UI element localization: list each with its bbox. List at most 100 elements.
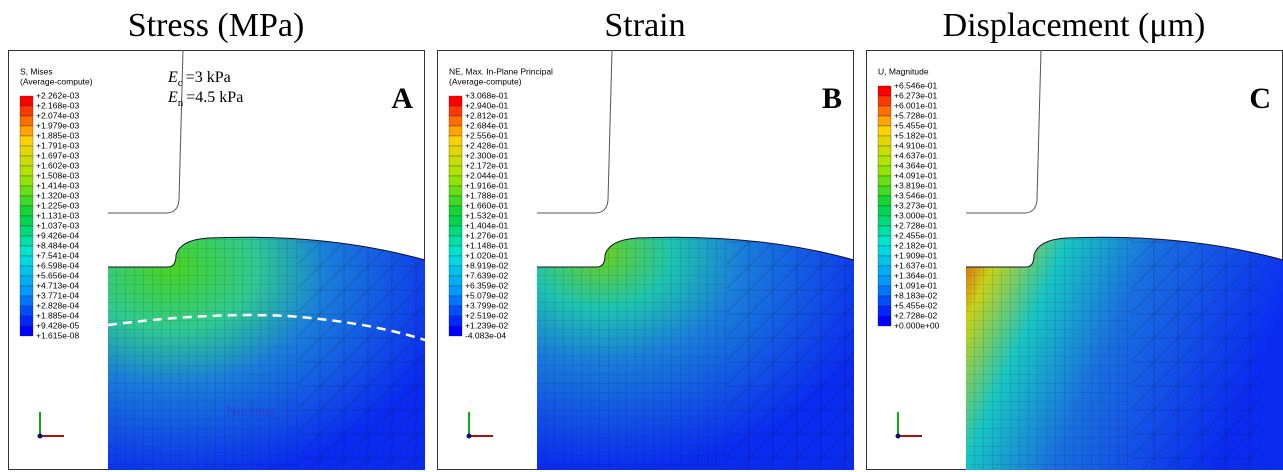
annotation: En =4.5 kPa xyxy=(167,89,243,109)
legend-label: +2.182e-01 xyxy=(894,240,938,250)
legend-swatch xyxy=(19,155,34,167)
legend-swatch xyxy=(19,305,34,317)
legend-swatch xyxy=(877,225,892,237)
legend-label: +1.885e-03 xyxy=(36,130,80,140)
legend-label: +2.519e-02 xyxy=(465,310,509,320)
legend-label: +6.001e-01 xyxy=(894,100,938,110)
legend-label: +3.771e-04 xyxy=(36,290,80,300)
legend-label: +2.940e-01 xyxy=(465,100,509,110)
legend-swatch xyxy=(19,205,34,217)
legend-swatch xyxy=(19,115,34,127)
region-label: Nucleus xyxy=(226,404,275,420)
legend-swatch xyxy=(877,115,892,127)
legend-swatch xyxy=(19,165,34,177)
legend-label: +2.428e-01 xyxy=(465,140,509,150)
legend-label: +1.602e-03 xyxy=(36,160,80,170)
legend-swatch xyxy=(448,315,463,327)
panel-title: Strain xyxy=(604,7,685,44)
annotation-symbol: E xyxy=(167,89,178,106)
panel-letter: C xyxy=(1249,82,1271,115)
legend-label: +1.637e-01 xyxy=(894,260,938,270)
legend-label: +4.364e-01 xyxy=(894,160,938,170)
legend-header: NE, Max. In-Plane Principal xyxy=(449,66,553,76)
legend-label: +1.697e-03 xyxy=(36,150,80,160)
mesh-quad xyxy=(966,237,1131,470)
cell-model xyxy=(966,237,1283,470)
legend-label: +5.182e-01 xyxy=(894,130,938,140)
legend-label: +1.320e-03 xyxy=(36,190,80,200)
legend-swatch xyxy=(19,135,34,147)
annotation-symbol: E xyxy=(167,69,178,86)
legend-label: +4.637e-01 xyxy=(894,150,938,160)
legend-label: +2.074e-03 xyxy=(36,110,80,120)
legend-swatch xyxy=(448,115,463,127)
legend-swatch xyxy=(19,255,34,267)
legend-swatch xyxy=(877,275,892,287)
legend-label: +2.168e-03 xyxy=(36,100,80,110)
legend-swatch xyxy=(877,185,892,197)
legend-label: +2.684e-01 xyxy=(465,120,509,130)
legend-label: +3.000e-01 xyxy=(894,210,938,220)
legend-swatch xyxy=(448,125,463,137)
legend-swatch xyxy=(19,95,34,107)
legend-header: U, Magnitude xyxy=(878,66,929,76)
cell-model xyxy=(108,237,425,470)
panel-letter: B xyxy=(822,82,842,115)
legend-swatch xyxy=(877,245,892,257)
mesh-tri xyxy=(727,237,854,470)
legend-label: +5.728e-01 xyxy=(894,110,938,120)
panel: U, Magnitude +6.546e-01+6.273e-01+6.001e-… xyxy=(866,49,1283,470)
legend-swatch xyxy=(19,225,34,237)
legend-swatch xyxy=(448,105,463,117)
legend-swatch xyxy=(877,315,892,327)
legend-swatch xyxy=(19,145,34,157)
legend-swatch xyxy=(877,135,892,147)
mesh-quad xyxy=(537,237,727,470)
legend-swatch xyxy=(448,255,463,267)
legend-swatch xyxy=(448,295,463,307)
legend-label: +1.091e-01 xyxy=(894,280,938,290)
legend-swatch xyxy=(877,295,892,307)
annotation: Ec =3 kPa xyxy=(167,69,231,89)
panel-title: Displacement (μm) xyxy=(943,7,1206,44)
legend-label: +0.000e+00 xyxy=(894,320,940,330)
legend-swatch xyxy=(877,105,892,117)
legend-label: +1.788e-01 xyxy=(465,190,509,200)
legend-swatch xyxy=(19,185,34,197)
legend-swatch xyxy=(19,295,34,307)
annotation-text: =3 kPa xyxy=(186,69,231,86)
legend-label: +3.799e-02 xyxy=(465,300,509,310)
legend-swatch xyxy=(19,215,34,227)
legend-swatch xyxy=(877,215,892,227)
legend-label: +1.225e-03 xyxy=(36,200,80,210)
cell-outline xyxy=(966,236,1283,268)
legend-header: (Average-compute) xyxy=(449,76,522,86)
legend-swatch xyxy=(19,265,34,277)
legend-label: +1.660e-01 xyxy=(465,200,509,210)
legend-label: +2.828e-04 xyxy=(36,300,80,310)
legend-label: +4.910e-01 xyxy=(894,140,938,150)
legend-swatch xyxy=(448,205,463,217)
legend-label: +1.508e-03 xyxy=(36,170,80,180)
legend-label: +1.148e-01 xyxy=(465,240,509,250)
legend-swatch xyxy=(19,285,34,297)
legend-swatch xyxy=(877,305,892,317)
legend-swatch xyxy=(448,225,463,237)
legend-label: +1.020e-01 xyxy=(465,250,509,260)
legend-swatch xyxy=(448,145,463,157)
cell-model xyxy=(537,237,854,470)
legend-label: +1.239e-02 xyxy=(465,320,509,330)
legend-swatch xyxy=(448,135,463,147)
legend-swatch xyxy=(877,285,892,297)
legend-swatch xyxy=(877,195,892,207)
cell-outline xyxy=(537,236,855,268)
legend-label: +1.276e-01 xyxy=(465,230,509,240)
legend-label: +5.455e-01 xyxy=(894,120,938,130)
legend-swatch xyxy=(19,315,34,327)
legend-swatch xyxy=(877,155,892,167)
legend-label: +1.414e-03 xyxy=(36,180,80,190)
legend-swatch xyxy=(448,185,463,197)
legend-swatch xyxy=(448,305,463,317)
panel: S, Mises(Average-compute) +2.262e-03+2.16… xyxy=(8,49,426,470)
legend-swatch xyxy=(877,235,892,247)
